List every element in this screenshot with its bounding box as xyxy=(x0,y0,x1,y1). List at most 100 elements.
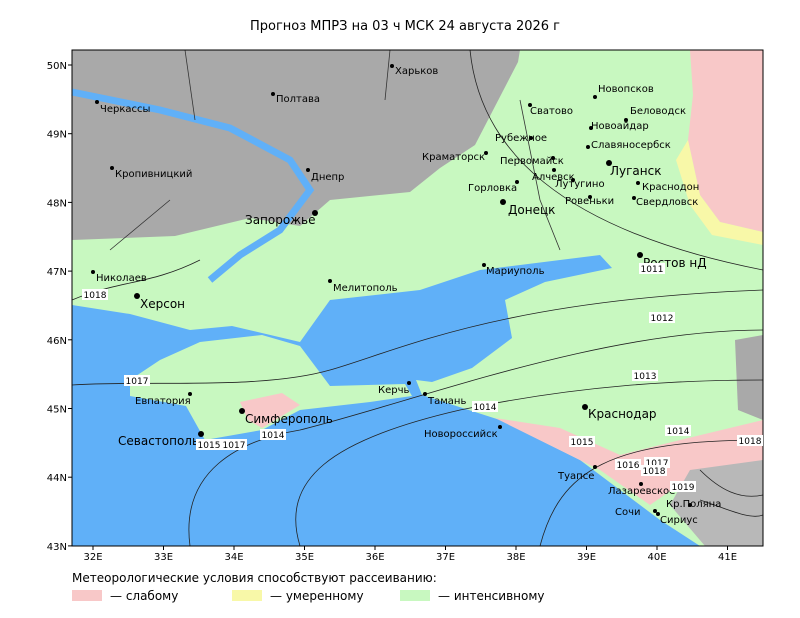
latitude-label: 45N xyxy=(47,405,67,416)
isobar-label-bg xyxy=(472,401,498,412)
city-label: Свердловск xyxy=(636,197,698,208)
city-label: Краматорск xyxy=(422,152,485,163)
city-label: Новороссийск xyxy=(424,429,498,440)
city-label: Новопсков xyxy=(598,84,654,95)
isobar-label: 1019 xyxy=(672,483,695,493)
isobar-label-bg xyxy=(632,370,658,381)
legend-swatch xyxy=(232,590,262,601)
city-dot xyxy=(500,199,506,205)
zone-weak xyxy=(688,50,763,232)
city-label: Лазаревское xyxy=(608,486,675,497)
city-dot xyxy=(271,92,275,96)
city-dot xyxy=(552,168,556,172)
city-dot xyxy=(529,136,533,140)
isobar xyxy=(469,49,764,271)
city-dot xyxy=(390,64,394,68)
zone-moderate xyxy=(676,140,763,245)
isobar xyxy=(188,329,764,547)
city-dot xyxy=(482,263,486,267)
isobar-label: 1017 xyxy=(223,441,246,451)
city-label: Луганск xyxy=(610,164,661,178)
city-dot xyxy=(589,126,593,130)
city-dot xyxy=(134,293,140,299)
map-area xyxy=(71,49,764,547)
city-dot xyxy=(328,279,332,283)
longitude-label: 33E xyxy=(154,552,173,563)
city-dot xyxy=(688,503,692,507)
isobar xyxy=(539,439,764,547)
gray-region xyxy=(72,50,520,240)
city-label: Керчь xyxy=(378,385,410,396)
latitude-label: 50N xyxy=(47,61,67,72)
isobar-label-bg xyxy=(196,439,222,450)
longitude-label: 41E xyxy=(718,552,737,563)
city-label: Мелитополь xyxy=(333,283,398,294)
city-dot xyxy=(91,270,95,274)
city-dot xyxy=(593,465,597,469)
city-label: Запорожье xyxy=(245,213,315,227)
city-label: Симферополь xyxy=(245,412,333,426)
city-label: Тамань xyxy=(427,396,466,407)
latitude-label: 46N xyxy=(47,336,67,347)
legend-swatch xyxy=(400,590,430,601)
city-label: Краснодар xyxy=(588,407,657,421)
city-label: Ровеньки xyxy=(565,196,614,207)
city-label: Севастополь xyxy=(118,434,199,448)
city-label: Сватово xyxy=(530,106,573,117)
city-label: Харьков xyxy=(395,66,438,77)
isobar-label-bg xyxy=(649,312,675,323)
city-dot xyxy=(484,151,488,155)
city-label: Евпатория xyxy=(135,396,191,407)
isobar-label-bg xyxy=(569,436,595,447)
isobar xyxy=(699,469,764,517)
city-dot xyxy=(637,252,643,258)
city-label: Днепр xyxy=(311,172,344,183)
city-dot xyxy=(498,425,502,429)
isobar-label-bg xyxy=(124,375,150,386)
city-label: Туапсе xyxy=(557,471,594,482)
city-label: Херсон xyxy=(140,297,185,311)
legend: Метеорологические условия способствуют р… xyxy=(72,571,545,603)
isobar-label: 1015 xyxy=(198,441,221,451)
isobar-label-bg xyxy=(641,465,667,476)
latitude-label: 49N xyxy=(47,130,67,141)
isobar-label: 1011 xyxy=(641,265,664,275)
city-label: Беловодск xyxy=(630,106,686,117)
city-label: Алчевск xyxy=(532,172,575,183)
city-dot xyxy=(588,195,592,199)
isobar-label-bg xyxy=(221,439,247,450)
city-dot xyxy=(593,95,597,99)
city-dot xyxy=(110,166,114,170)
city-dot xyxy=(423,392,427,396)
city-label: Николаев xyxy=(96,273,147,284)
city-dot xyxy=(306,168,310,172)
city-dot xyxy=(606,160,612,166)
city-label: Новоайдар xyxy=(591,121,649,132)
city-dot xyxy=(636,181,640,185)
latitude-label: 47N xyxy=(47,267,67,278)
city-label: Полтава xyxy=(276,94,320,105)
legend-swatch xyxy=(72,590,102,601)
isobar xyxy=(295,379,764,547)
latitude-label: 43N xyxy=(47,542,67,553)
city-dot xyxy=(528,103,532,107)
city-dot xyxy=(407,381,411,385)
isobar-label: 1018 xyxy=(84,291,107,301)
isobar-label: 1013 xyxy=(634,372,657,382)
city-dot xyxy=(571,178,575,182)
city-dot xyxy=(95,100,99,104)
city-label: Мариуполь xyxy=(486,266,545,277)
isobar-label-bg xyxy=(260,429,286,440)
isobar-label-bg xyxy=(82,289,108,300)
title: Прогноз МПРЗ на 03 ч МСК 24 августа 2026… xyxy=(250,19,560,34)
isobar-label: 1018 xyxy=(643,467,666,477)
city-dot xyxy=(639,482,643,486)
city-label: Лутугино xyxy=(555,179,605,190)
city-dot xyxy=(632,196,636,200)
city-dot xyxy=(656,512,660,516)
longitude-label: 37E xyxy=(436,552,455,563)
city-label: Рубежное xyxy=(495,133,547,144)
city-dot xyxy=(582,404,588,410)
latitude-label: 44N xyxy=(47,473,67,484)
